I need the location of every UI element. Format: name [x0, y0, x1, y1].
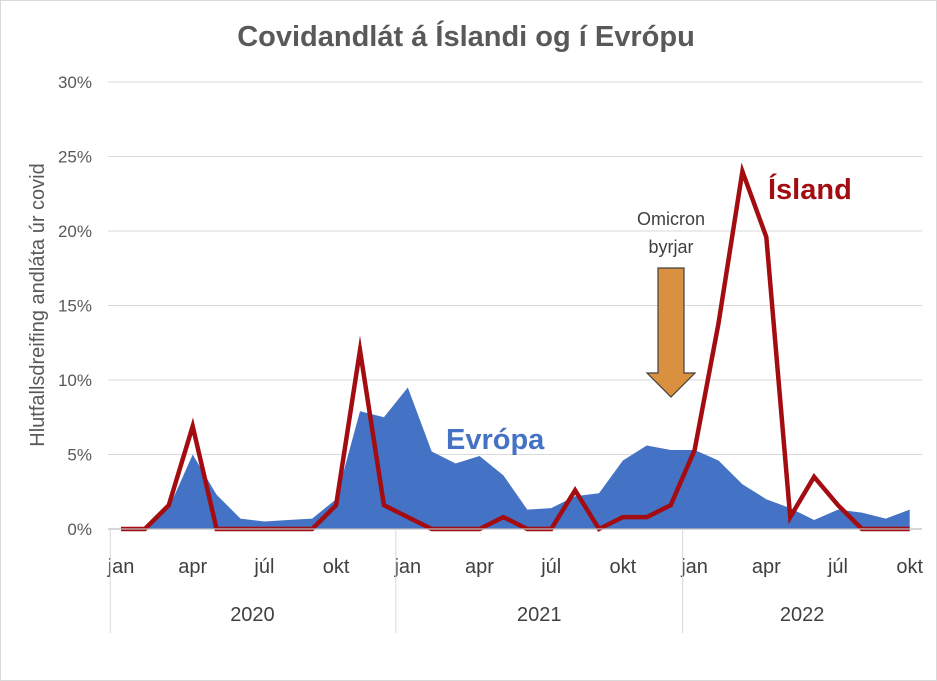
y-axis-ticks: 0% 5% 10% 15% 20% 25% 30%	[58, 73, 92, 539]
x-tick-label: jan	[107, 556, 135, 578]
down-arrow-icon	[645, 267, 697, 398]
x-tick-label: jan	[680, 556, 708, 578]
x-tick-label: júl	[253, 556, 274, 578]
year-label: 2022	[780, 604, 825, 626]
x-tick-label: apr	[752, 556, 781, 578]
x-tick-label: júl	[827, 556, 848, 578]
omicron-annotation: Omicron byrjar	[637, 209, 705, 398]
y-tick-label: 15%	[58, 297, 92, 316]
gridlines	[108, 81, 922, 455]
y-tick-label: 30%	[58, 73, 92, 92]
x-tick-label: jan	[393, 556, 421, 578]
y-tick-label: 0%	[67, 520, 92, 539]
label-europe: Evrópa	[446, 424, 545, 456]
chart-title: Covidandlát á Íslandi og í Evrópu	[237, 19, 695, 53]
x-axis: jan apr júl okt jan apr júl okt jan apr júl okt 2020…	[107, 528, 923, 633]
iceland-line	[121, 162, 910, 532]
y-tick-label: 25%	[58, 148, 92, 167]
year-label: 2020	[230, 604, 275, 626]
series-iceland	[120, 162, 910, 532]
y-tick-label: 10%	[58, 371, 92, 390]
series-labels: Evrópa Ísland	[446, 172, 852, 456]
x-tick-label: apr	[178, 556, 207, 578]
annotation-line1: Omicron	[637, 209, 705, 229]
x-tick-label: okt	[896, 556, 923, 578]
x-tick-label: okt	[610, 556, 637, 578]
y-axis-label: Hlutfallsdreifing andláta úr covid	[27, 163, 49, 447]
annotation-line2: byrjar	[648, 237, 693, 257]
label-iceland: Ísland	[768, 172, 852, 206]
x-tick-label: okt	[323, 556, 350, 578]
y-tick-label: 20%	[58, 222, 92, 241]
x-tick-label: júl	[540, 556, 561, 578]
x-tick-label: apr	[465, 556, 494, 578]
year-label: 2021	[517, 604, 562, 626]
europe-area	[121, 387, 910, 529]
y-tick-label: 5%	[67, 446, 92, 465]
